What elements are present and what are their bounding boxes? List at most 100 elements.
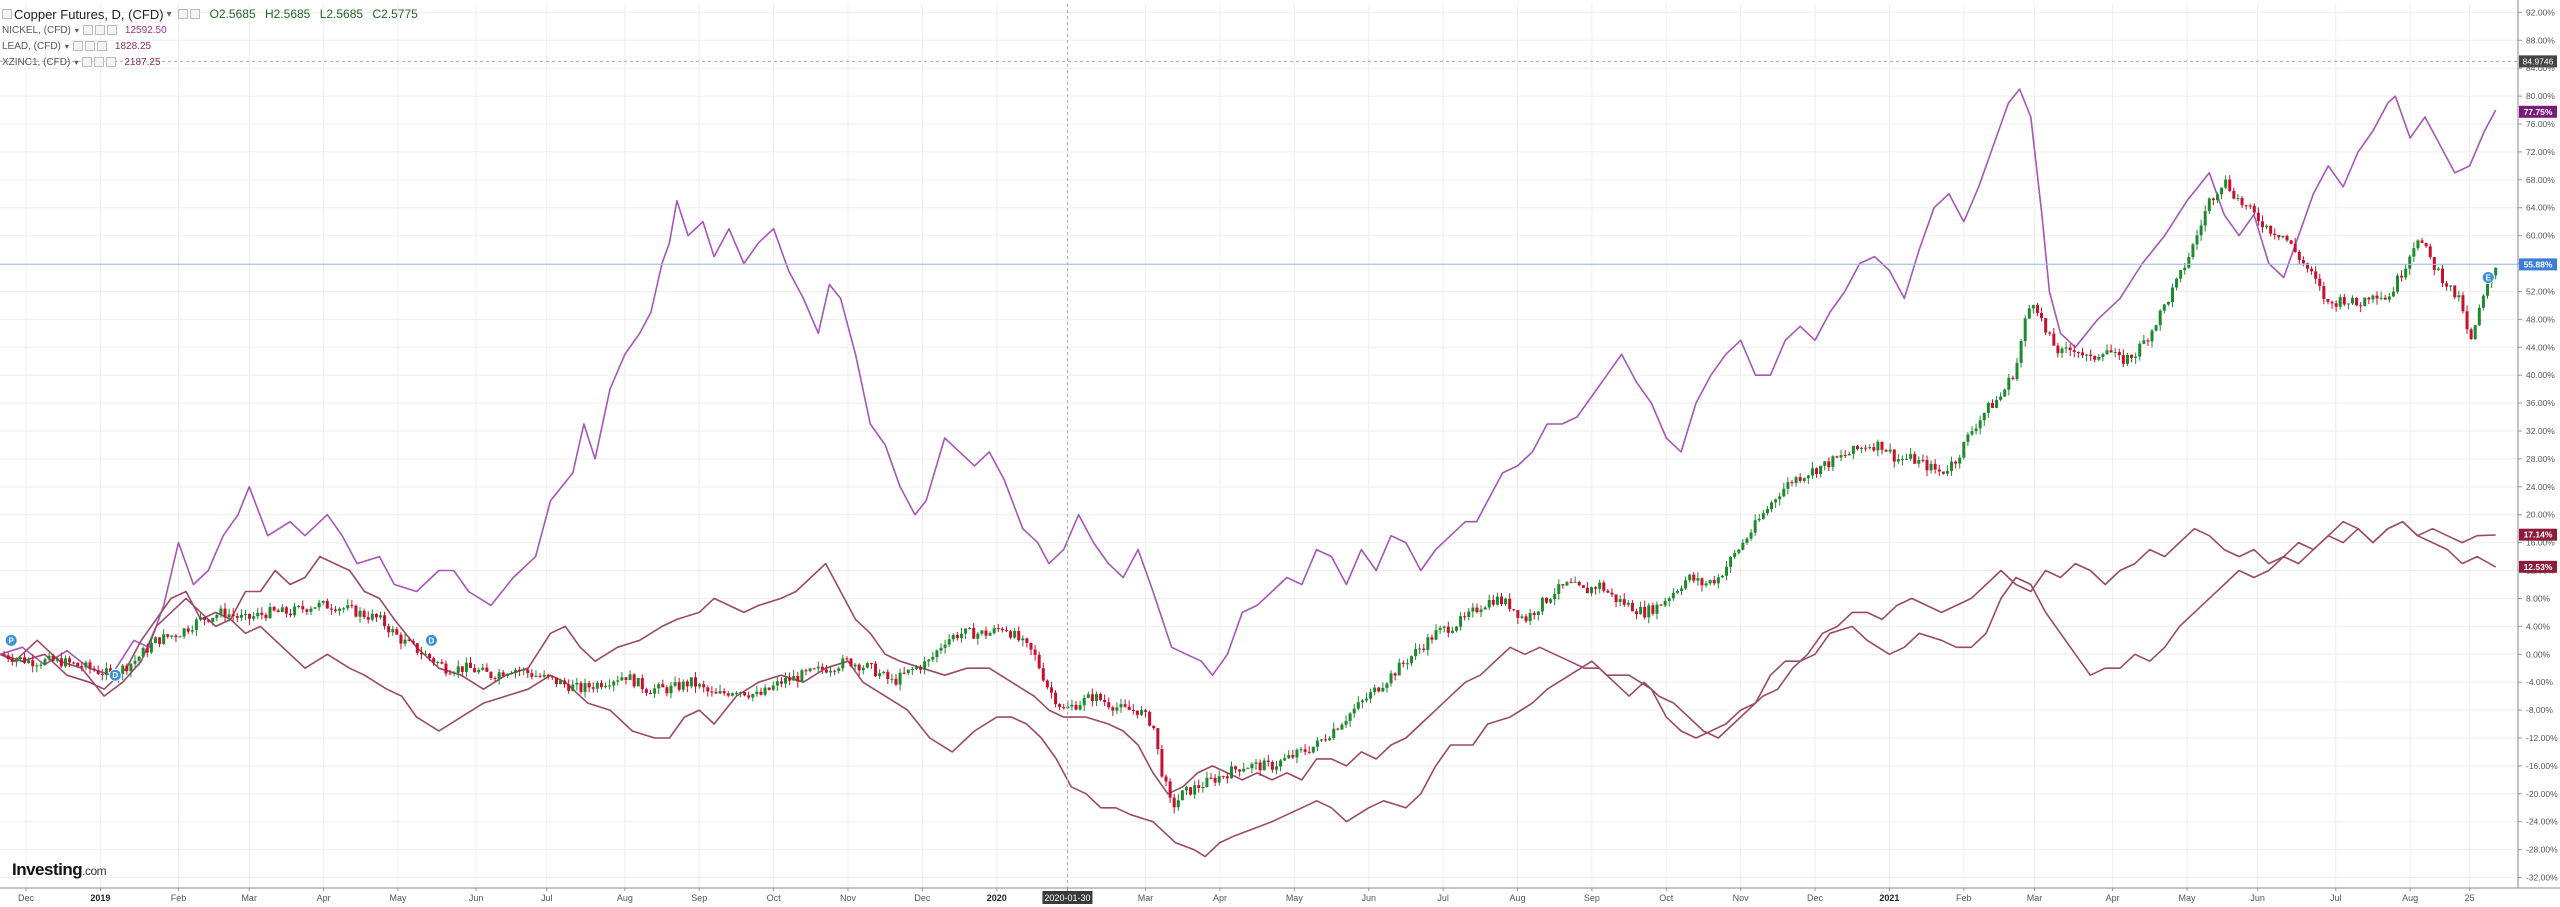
x-tick-label: May (1286, 893, 1304, 903)
legend-main-title[interactable]: Copper Futures, D, (CFD) (14, 6, 164, 22)
copper-candle (129, 663, 133, 672)
event-markers[interactable]: P D D E (4, 271, 2495, 682)
legend-close-icon[interactable] (106, 57, 117, 67)
legend-close-icon[interactable] (96, 41, 107, 51)
chart-legend: Copper Futures, D, (CFD) ▾ O2.5685 H2.56… (2, 6, 424, 70)
event-marker-icon[interactable]: E (2481, 271, 2495, 285)
legend-row-zinc[interactable]: XZINC1, (CFD) ▾ 2187.25 (2, 54, 424, 70)
legend-caret-icon[interactable]: ▾ (166, 8, 172, 20)
legend-row-nickel[interactable]: NICKEL, (CFD) ▾ 12592.50 (2, 22, 424, 38)
copper-candle (2007, 377, 2011, 390)
copper-candle (166, 634, 170, 637)
copper-candle (1716, 577, 1720, 584)
y-tick-label: -20.00% (2526, 789, 2558, 799)
legend-settings-icon[interactable] (177, 9, 188, 19)
copper-candle (2199, 225, 2203, 236)
copper-candle (378, 615, 382, 618)
legend-settings-icon[interactable] (94, 57, 105, 67)
legend-caret-icon[interactable]: ▾ (64, 41, 69, 51)
y-tick-label: -16.00% (2526, 761, 2558, 771)
copper-candle (563, 680, 567, 685)
legend-settings-icon[interactable] (94, 25, 105, 35)
copper-candle (317, 602, 321, 608)
copper-candle (959, 633, 963, 639)
copper-candle (1058, 704, 1062, 708)
copper-candle (1283, 758, 1287, 761)
copper-candle (464, 662, 468, 672)
copper-candle (2040, 312, 2044, 319)
investing-logo: Investing.com (12, 860, 107, 880)
copper-candle (235, 616, 239, 618)
legend-settings-icon[interactable] (84, 41, 95, 51)
event-marker-icon[interactable]: D (108, 668, 122, 682)
copper-candle (2125, 354, 2129, 364)
copper-candle (538, 675, 542, 677)
copper-candle (2244, 205, 2248, 207)
copper-candle (2256, 212, 2260, 222)
x-tick-label: 2019 (90, 893, 110, 903)
copper-candle (1831, 456, 1835, 468)
copper-candle (415, 643, 419, 653)
copper-candle (2338, 297, 2342, 307)
copper-candle (2031, 305, 2035, 309)
copper-candle (2252, 205, 2256, 213)
copper-candle (2101, 354, 2105, 357)
copper-candle (1508, 598, 1512, 610)
copper-candle (293, 606, 297, 616)
copper-candle (423, 653, 427, 655)
copper-candle (264, 614, 268, 618)
legend-eye-icon[interactable] (82, 57, 93, 67)
copper-candle (436, 662, 440, 664)
legend-close-icon[interactable] (189, 9, 200, 19)
copper-candle (1770, 502, 1774, 510)
legend-close-icon[interactable] (106, 25, 117, 35)
copper-candle (996, 628, 1000, 630)
copper-candle (1438, 627, 1442, 631)
event-marker-icon[interactable]: P (4, 633, 18, 647)
copper-candle (1635, 611, 1639, 615)
legend-nickel-label[interactable]: NICKEL, (CFD) (2, 24, 71, 36)
copper-candle (1184, 787, 1188, 791)
legend-row-lead[interactable]: LEAD, (CFD) ▾ 1828.25 (2, 38, 424, 54)
copper-candle (342, 608, 346, 610)
legend-row-copper[interactable]: Copper Futures, D, (CFD) ▾ O2.5685 H2.56… (2, 6, 424, 22)
legend-lead-label[interactable]: LEAD, (CFD) (2, 40, 61, 52)
copper-candle (1696, 578, 1700, 581)
copper-candle (1307, 751, 1311, 753)
copper-candle (1864, 447, 1868, 449)
copper-candle (2150, 330, 2154, 342)
legend-eye-icon[interactable] (72, 41, 83, 51)
copper-candle (910, 668, 914, 670)
event-marker-icon[interactable]: D (424, 633, 438, 647)
copper-candle (951, 634, 955, 640)
legend-zinc-label[interactable]: XZINC1, (CFD) (2, 56, 71, 68)
copper-candle (391, 629, 395, 633)
copper-candle (1712, 580, 1716, 584)
x-tick-label: Jun (469, 893, 484, 903)
copper-candle (2232, 190, 2236, 199)
copper-candle (2035, 305, 2039, 313)
x-tick-label: Dec (18, 893, 35, 903)
x-tick-label: Mar (1138, 893, 1154, 903)
legend-caret-icon[interactable]: ▾ (74, 57, 79, 67)
copper-candle (1397, 662, 1401, 676)
legend-eye-icon[interactable] (82, 25, 93, 35)
copper-candle (497, 672, 501, 679)
legend-caret-icon[interactable]: ▾ (74, 25, 79, 35)
copper-candle (1340, 724, 1344, 730)
x-tick-label: May (2178, 893, 2196, 903)
copper-candle (1598, 582, 1602, 589)
copper-candle (665, 687, 669, 694)
copper-candle (370, 613, 374, 620)
copper-candle (1295, 749, 1299, 758)
copper-candle (1029, 642, 1033, 650)
legend-toggle-icon[interactable] (2, 9, 12, 19)
copper-candle (1929, 463, 1933, 471)
copper-candle (108, 668, 112, 673)
copper-candle (338, 608, 342, 611)
copper-candle (2350, 297, 2354, 304)
copper-candle (362, 610, 366, 618)
copper-candle (845, 658, 849, 660)
copper-candle (1434, 630, 1438, 640)
